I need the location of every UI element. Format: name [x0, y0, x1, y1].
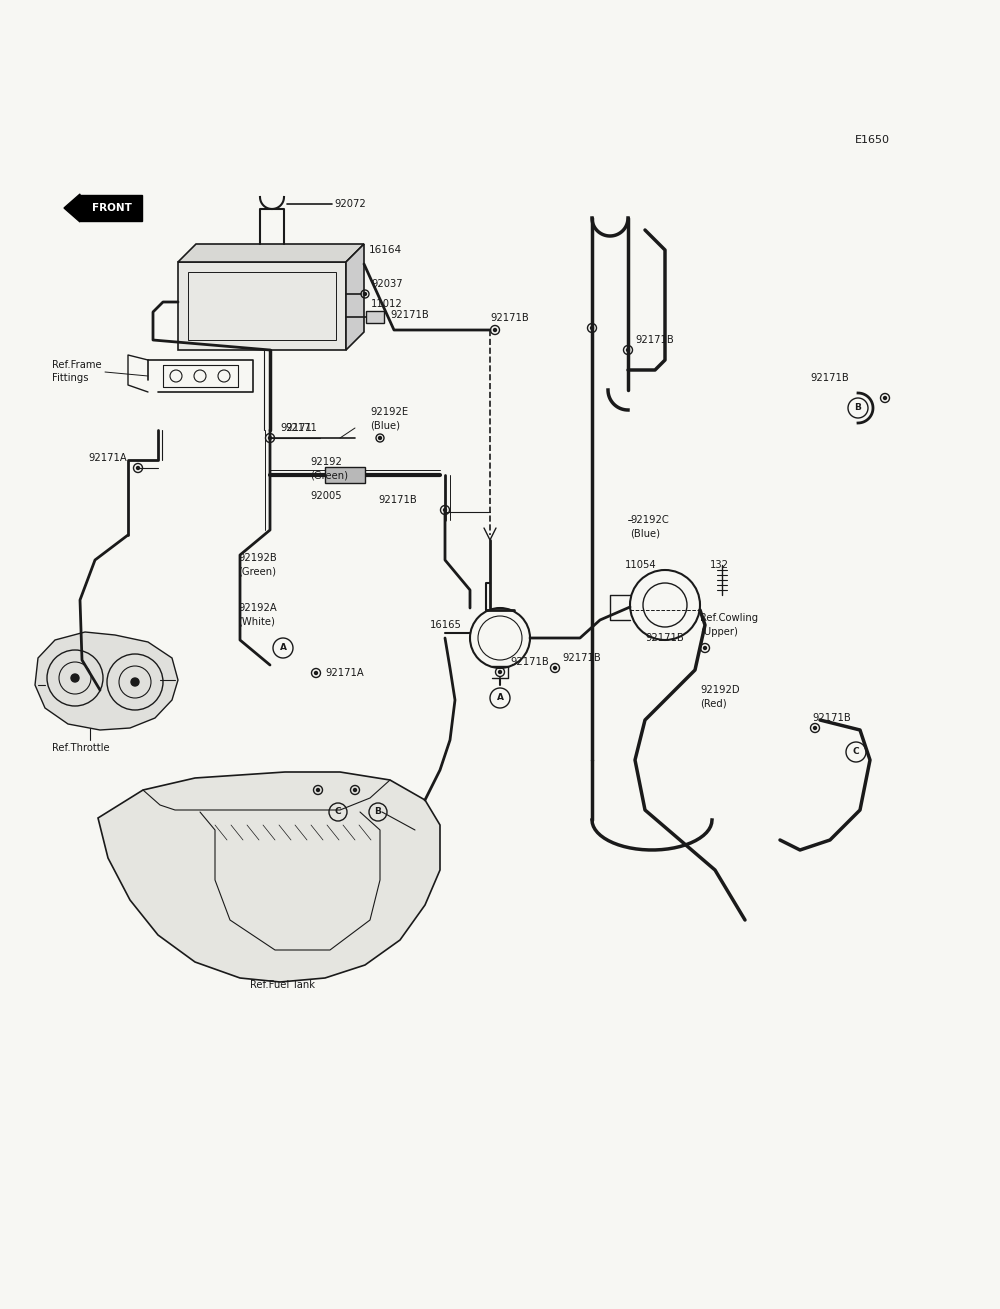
Text: B: B: [375, 808, 381, 817]
Circle shape: [444, 508, 446, 512]
Text: 92171B: 92171B: [490, 313, 529, 323]
Polygon shape: [178, 243, 364, 262]
Text: 92171B: 92171B: [510, 657, 549, 668]
Text: 92192: 92192: [310, 457, 342, 467]
Circle shape: [354, 788, 356, 792]
Text: 92171: 92171: [280, 423, 312, 433]
Polygon shape: [35, 632, 178, 730]
Circle shape: [314, 672, 318, 674]
Text: FRONT: FRONT: [92, 203, 132, 213]
Text: A: A: [280, 644, 287, 652]
Polygon shape: [325, 467, 365, 483]
Circle shape: [71, 674, 79, 682]
Polygon shape: [80, 195, 142, 221]
Text: 92171B: 92171B: [390, 310, 429, 319]
Circle shape: [268, 436, 272, 440]
Text: 92192E: 92192E: [370, 407, 408, 418]
Text: E1650: E1650: [855, 135, 890, 145]
Text: 92171B: 92171B: [562, 653, 601, 662]
Text: (White): (White): [238, 617, 275, 627]
Text: Fittings: Fittings: [52, 373, 88, 384]
Circle shape: [136, 466, 140, 470]
Circle shape: [590, 326, 594, 330]
Text: 92171B: 92171B: [812, 713, 851, 723]
Text: 92171A: 92171A: [88, 453, 127, 463]
Circle shape: [494, 329, 496, 331]
Polygon shape: [366, 312, 384, 323]
Text: 92171: 92171: [285, 423, 317, 433]
Text: 92171B: 92171B: [378, 495, 417, 505]
Text: Ref.Cowling: Ref.Cowling: [700, 613, 758, 623]
Text: (Blue): (Blue): [630, 529, 660, 539]
Circle shape: [498, 670, 502, 674]
Text: 16165: 16165: [430, 620, 462, 630]
Text: 92005: 92005: [310, 491, 342, 501]
Polygon shape: [98, 772, 440, 982]
Text: (Green): (Green): [238, 567, 276, 577]
Circle shape: [131, 678, 139, 686]
Text: 92171A: 92171A: [325, 668, 364, 678]
Text: (Red): (Red): [700, 699, 727, 709]
Text: C: C: [853, 747, 859, 757]
Circle shape: [316, 788, 320, 792]
Text: 92072: 92072: [334, 199, 366, 209]
Text: 11012: 11012: [371, 298, 403, 309]
Text: 92192C: 92192C: [630, 514, 669, 525]
Circle shape: [378, 436, 382, 440]
Circle shape: [814, 726, 816, 729]
Text: (Blue): (Blue): [370, 421, 400, 431]
Text: (Upper): (Upper): [700, 627, 738, 637]
Text: Ref.Fuel Tank: Ref.Fuel Tank: [250, 980, 315, 990]
Text: C: C: [335, 808, 341, 817]
Circle shape: [884, 397, 887, 399]
Polygon shape: [346, 243, 364, 350]
Text: 92171B: 92171B: [810, 373, 849, 384]
Text: 92192D: 92192D: [700, 685, 740, 695]
Text: 92037: 92037: [371, 279, 403, 289]
Text: 92171B: 92171B: [645, 634, 684, 643]
Text: 16164: 16164: [369, 245, 402, 255]
Text: 132: 132: [710, 560, 729, 569]
Text: 11054: 11054: [625, 560, 657, 569]
Text: 92192B: 92192B: [238, 552, 277, 563]
Circle shape: [364, 292, 366, 296]
Text: A: A: [496, 694, 504, 703]
Polygon shape: [64, 194, 80, 223]
Polygon shape: [178, 262, 346, 350]
Circle shape: [704, 647, 706, 649]
Text: Ref.Throttle: Ref.Throttle: [52, 744, 110, 753]
Text: 92192A: 92192A: [238, 603, 277, 613]
Text: B: B: [855, 403, 861, 412]
Text: (Green): (Green): [310, 471, 348, 480]
Text: 92171B: 92171B: [635, 335, 674, 346]
Text: Ref.Frame: Ref.Frame: [52, 360, 102, 370]
Circle shape: [626, 348, 630, 352]
Circle shape: [554, 666, 556, 669]
